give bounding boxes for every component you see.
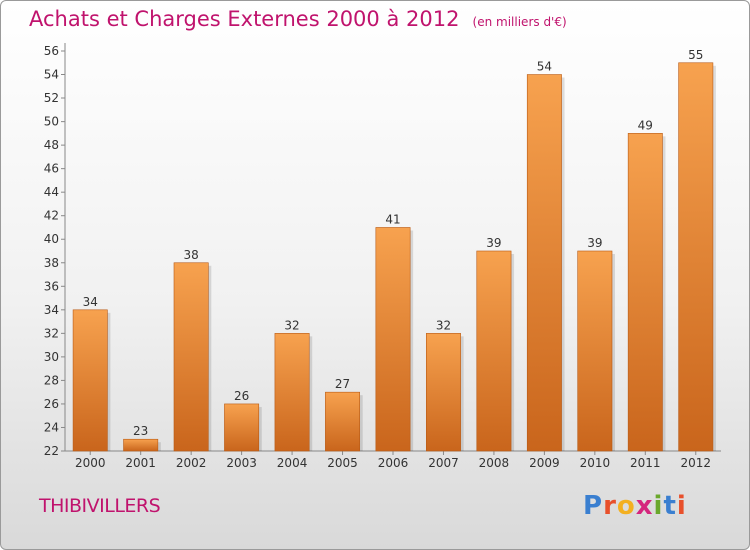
chart-axes: 22 24 26 28 30 32 34 36 38 40 42 44 46 48 50 52 54 56 2000… [44,43,721,470]
x-tick-label: 2005 [327,456,358,470]
data-label: 32 [436,318,451,332]
x-tick-label: 2010 [580,456,611,470]
bar-2010 [577,250,613,452]
chart-title-block: Achats et Charges Externes 2000 à 2012 (… [29,7,567,31]
y-tick-label: 32 [44,326,59,340]
data-label: 34 [83,295,98,309]
y-tick-label: 52 [44,91,59,105]
x-tick-label: 2008 [479,456,510,470]
chart-bars [72,62,716,452]
y-tick-label: 54 [44,68,59,82]
bar-2004 [274,333,310,452]
data-label: 38 [184,248,199,262]
logo-letter: i [676,491,687,521]
y-tick-label: 28 [44,373,59,387]
x-tick-label: 2007 [428,456,459,470]
bar-2003 [224,403,260,452]
bar-2007 [426,333,461,452]
bar-2005 [325,391,360,452]
x-tick-label: 2002 [176,456,207,470]
bar-2000 [72,309,108,452]
chart-title: Achats et Charges Externes 2000 à 2012 [29,7,460,31]
y-tick-label: 24 [44,420,59,434]
y-tick-label: 34 [44,303,59,317]
data-label: 39 [486,236,501,250]
bar-2001 [123,438,159,452]
logo-letter: r [603,491,617,521]
y-tick-label: 38 [44,256,59,270]
y-tick-label: 30 [44,350,59,364]
data-label: 26 [234,389,249,403]
x-tick-label: 2004 [277,456,308,470]
y-tick-label: 36 [44,279,59,293]
y-tick-label: 42 [44,209,59,223]
chart-data-labels: 34 23 38 26 32 27 41 32 39 54 39 49 55 [83,48,704,438]
logo-letter: o [616,491,636,521]
logo-letter: x [635,491,654,521]
data-label: 23 [133,424,148,438]
y-tick-label: 56 [44,44,59,58]
data-label: 39 [587,236,602,250]
x-tick-label: 2006 [378,456,409,470]
commune-name: THIBIVILLERS [39,495,161,517]
y-tick-label: 50 [44,115,59,129]
data-label: 49 [638,118,653,132]
y-tick-label: 40 [44,232,59,246]
x-tick-label: 2000 [75,456,106,470]
data-label: 32 [284,318,299,332]
logo-letter: P [583,491,604,521]
data-label: 55 [688,48,703,62]
logo-letter: i [653,491,664,521]
bar-2006 [375,227,411,452]
x-tick-label: 2009 [529,456,560,470]
proxiti-logo[interactable]: Proxiti [583,491,687,521]
y-tick-label: 46 [44,162,59,176]
y-tick-label: 22 [44,444,59,458]
y-tick-label: 44 [44,185,59,199]
bar-2008 [476,250,512,452]
logo-letter: t [663,491,677,521]
y-tick-label: 26 [44,397,59,411]
x-tick-label: 2011 [630,456,661,470]
x-tick-label: 2003 [226,456,257,470]
chart-unit: (en milliers d'€) [472,15,567,29]
x-tick-label: 2001 [125,456,156,470]
bar-2002 [173,262,209,452]
data-label: 27 [335,377,350,391]
bar-2011 [627,133,663,452]
bar-2009 [526,74,562,452]
data-label: 41 [385,212,400,226]
y-tick-label: 48 [44,138,59,152]
x-tick-label: 2012 [680,456,711,470]
data-label: 54 [537,60,552,74]
bar-2012 [678,62,714,452]
